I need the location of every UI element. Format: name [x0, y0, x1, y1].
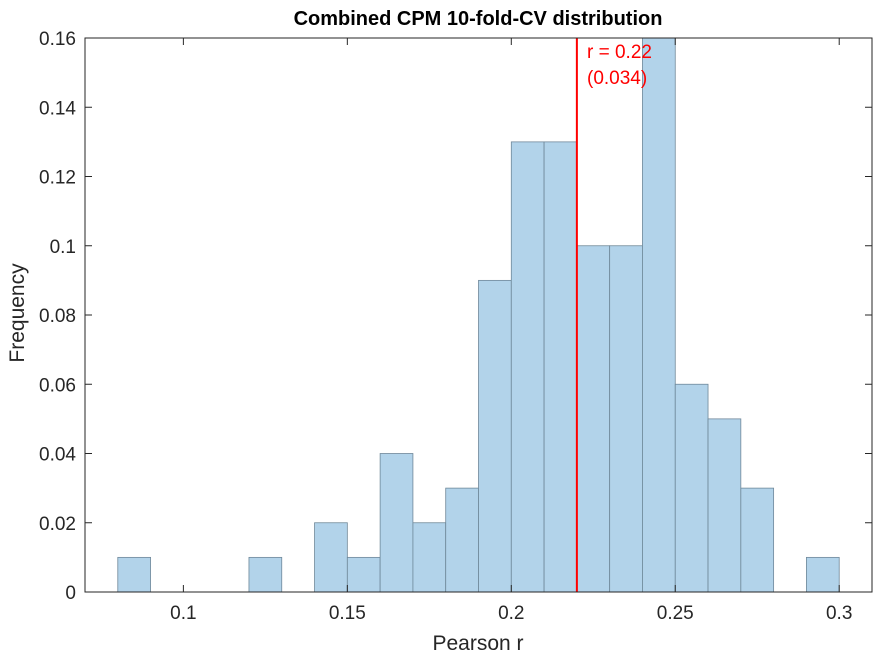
histogram-bar	[707, 418, 742, 593]
histogram-bar	[576, 245, 611, 593]
x-tick-label: 0.3	[826, 603, 852, 624]
histogram-bar	[642, 37, 676, 593]
histogram-bar	[478, 279, 512, 593]
chart-title: Combined CPM 10-fold-CV distribution	[294, 8, 663, 30]
y-tick-label: 0.06	[39, 375, 76, 396]
histogram-bar	[412, 522, 447, 593]
y-tick-label: 0.14	[39, 98, 76, 119]
reference-line-label: r = 0.22	[587, 42, 652, 63]
y-axis-title: Frequency	[6, 263, 29, 363]
histogram-bar	[806, 556, 840, 593]
y-tick-label: 0.12	[39, 168, 76, 189]
histogram-bar	[543, 141, 578, 593]
histogram-bar	[445, 487, 479, 593]
x-tick-label: 0.15	[329, 603, 366, 624]
histogram-bar	[740, 487, 775, 593]
histogram-bar	[314, 522, 348, 593]
histogram-bar	[674, 383, 709, 593]
x-tick-label: 0.25	[657, 603, 694, 624]
reference-line-sublabel: (0.034)	[587, 68, 647, 89]
y-tick-label: 0.08	[39, 306, 76, 327]
y-tick-label: 0.02	[39, 514, 76, 535]
x-axis-title: Pearson r	[432, 632, 523, 655]
y-tick-label: 0.1	[50, 237, 76, 258]
histogram-bar	[248, 556, 283, 593]
histogram-bar	[117, 556, 151, 593]
y-tick-label: 0	[65, 583, 76, 604]
y-tick-label: 0.04	[39, 445, 76, 466]
histogram-bar	[609, 245, 643, 593]
histogram-bar	[510, 141, 545, 593]
y-tick-label: 0.16	[39, 29, 76, 50]
x-tick-label: 0.1	[170, 603, 196, 624]
x-tick-label: 0.2	[498, 603, 524, 624]
histogram-bar	[379, 453, 414, 593]
axes-layer: 0.1 0.15 0.2 0.25 0.3 0 0.02 0.04 0.06 0.08 0.1 0.1…	[39, 29, 873, 624]
histogram-bar	[346, 556, 381, 593]
bars-layer	[117, 37, 840, 593]
